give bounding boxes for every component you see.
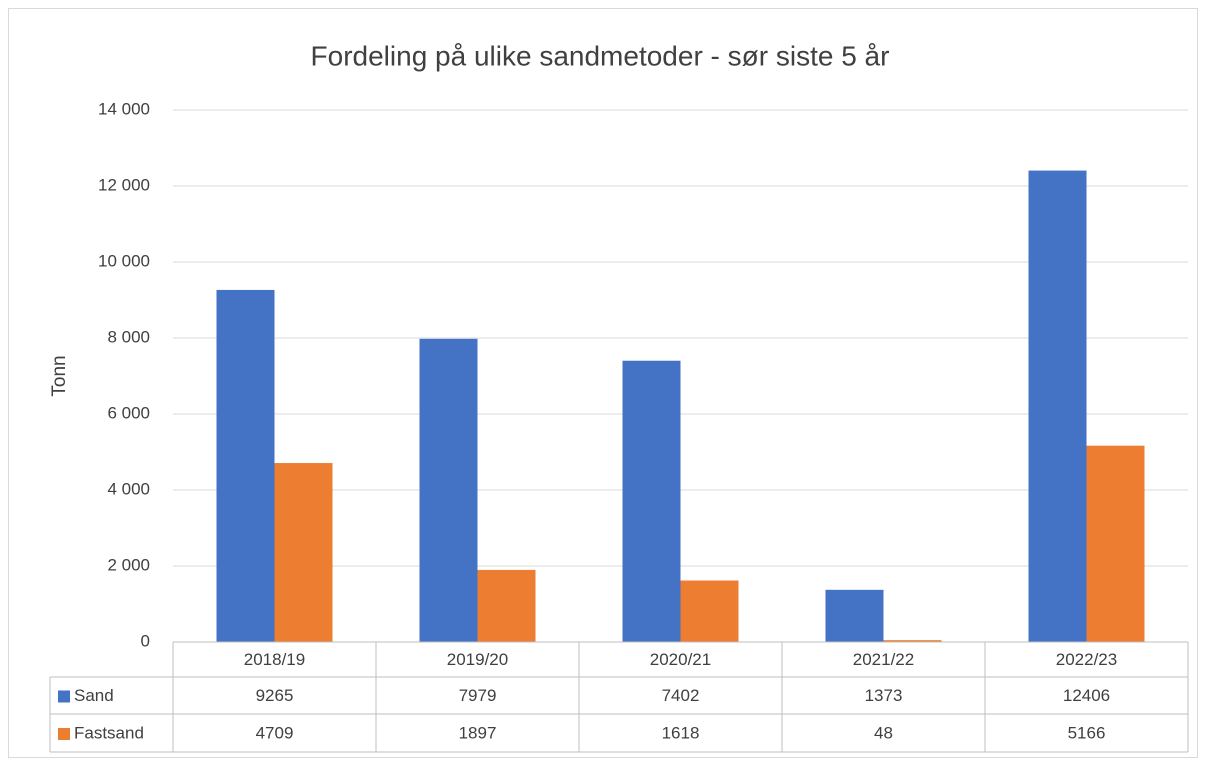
y-tick-label: 12 000 (98, 175, 150, 194)
table-value: 5166 (1068, 723, 1106, 742)
bar (622, 360, 681, 642)
y-tick-label: 6 000 (107, 403, 150, 422)
legend-swatch (58, 690, 70, 703)
table-value: 1897 (459, 723, 497, 742)
table-value: 1373 (865, 686, 903, 705)
y-tick-label: 2 000 (107, 555, 150, 574)
legend-label: Fastsand (74, 723, 144, 742)
x-tick-label: 2022/23 (1056, 650, 1117, 669)
legend-swatch (58, 728, 70, 740)
x-tick-label: 2019/20 (447, 650, 508, 669)
y-axis-label: Tonn (49, 355, 70, 396)
y-tick-label: 0 (141, 631, 150, 650)
bar (419, 338, 478, 642)
chart-title: Fordeling på ulike sandmetoder - sør sis… (311, 40, 890, 71)
y-tick-label: 4 000 (107, 479, 150, 498)
x-tick-label: 2020/21 (650, 650, 711, 669)
bar (680, 580, 739, 642)
y-tick-label: 14 000 (98, 99, 150, 118)
bar (477, 569, 536, 642)
y-tick-label: 10 000 (98, 251, 150, 270)
table-value: 7402 (662, 686, 700, 705)
x-tick-label: 2021/22 (853, 650, 914, 669)
bar (825, 589, 884, 642)
table-value: 12406 (1063, 686, 1110, 705)
table-value: 48 (874, 723, 893, 742)
x-tick-label: 2018/19 (244, 650, 305, 669)
table-value: 1618 (662, 723, 700, 742)
legend-label: Sand (74, 686, 114, 705)
bar (274, 463, 333, 642)
y-tick-label: 8 000 (107, 327, 150, 346)
bar (1028, 170, 1087, 642)
bar (216, 289, 275, 642)
table-value: 7979 (459, 686, 497, 705)
bar (1086, 445, 1145, 642)
table-value: 4709 (256, 723, 294, 742)
chart-frame (8, 8, 1198, 758)
table-value: 9265 (256, 686, 294, 705)
bar (883, 640, 942, 642)
